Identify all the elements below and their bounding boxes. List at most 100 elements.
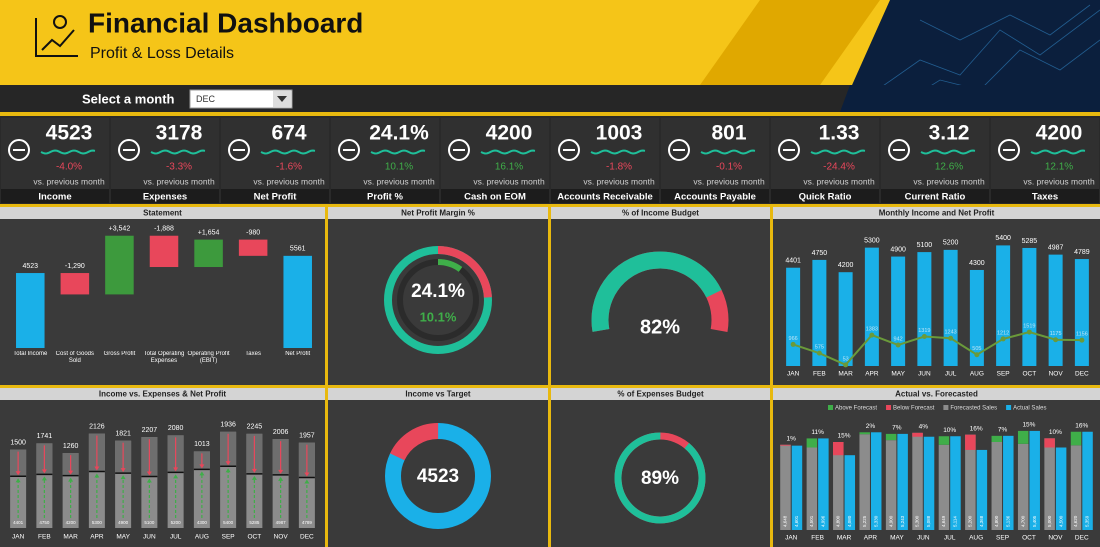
data-label: 2126	[89, 423, 105, 430]
bar-value-label: 4,080	[847, 515, 852, 527]
kpi-value: 1003	[596, 122, 643, 145]
x-tick-label: JUN	[917, 535, 930, 542]
variance-label: 10%	[1049, 429, 1062, 436]
dropdown-arrow[interactable]	[277, 96, 287, 102]
line-label: 966	[789, 336, 798, 342]
x-tick-label: SEP	[222, 534, 235, 541]
category-label: Gross Profit	[103, 351, 136, 357]
month-dropdown[interactable]: DEC	[189, 89, 293, 109]
data-label: -1,290	[65, 263, 85, 270]
dropdown-value[interactable]: DEC	[196, 94, 216, 104]
line-label: 1519	[1023, 324, 1035, 330]
dropdown-box[interactable]	[189, 89, 293, 109]
bar-value-label: 4,601	[794, 515, 799, 527]
category-label-box: Gross Profit	[103, 351, 136, 357]
panel-title: Monthly Income and Net Profit	[879, 209, 995, 218]
x-tick-label: MAR	[63, 534, 78, 541]
legend-swatch	[886, 405, 892, 410]
header-image	[840, 0, 1100, 112]
bar-value-label: 4,800	[994, 515, 999, 527]
x-tick-label: OCT	[248, 534, 262, 541]
gauge-arc	[591, 251, 729, 389]
bar-value-label: 5400	[223, 520, 234, 525]
kpi-change: -1.8%	[606, 162, 632, 173]
data-label: 1821	[115, 431, 131, 438]
x-tick-label: JUN	[918, 371, 931, 378]
variance-label: 15%	[838, 433, 851, 440]
dashboard-subtitle: Profit & Loss Details	[90, 45, 234, 62]
category-label: Cost of Goods Sold	[55, 351, 95, 364]
panel-title: Actual vs. Forecasted	[895, 390, 978, 399]
down-arrow-head	[68, 470, 74, 475]
kpi-card	[331, 118, 439, 189]
down-arrow-head	[199, 464, 205, 469]
panel-title: % of Income Budget	[622, 209, 699, 218]
ring-label: 10.1%	[420, 309, 457, 324]
actual-bar	[818, 438, 829, 530]
forecast-bar	[912, 432, 923, 530]
variance-label: 1%	[787, 436, 797, 443]
kpi-label: Net Profit	[254, 192, 298, 203]
kpi-label-strip	[441, 189, 549, 203]
x-tick-label: JUL	[945, 371, 957, 378]
data-label: 5561	[290, 246, 306, 253]
legend-label: Below Forecast	[893, 406, 935, 412]
forecast-bar	[938, 444, 950, 530]
data-label: 1260	[63, 443, 79, 450]
panel-header	[773, 207, 1100, 219]
bar-value-label: 4,368	[979, 515, 984, 527]
variance-cap	[912, 432, 923, 437]
waterfall-bar	[149, 235, 179, 268]
bar-value-label: 4,649	[941, 515, 946, 527]
x-tick-label: APR	[865, 371, 879, 378]
kpi-comparison: vs. previous month	[33, 176, 105, 186]
bar	[891, 256, 906, 366]
bar-value-label: 4987	[276, 520, 287, 525]
kpi-label: Expenses	[143, 192, 187, 203]
kpi-change: 16.1%	[495, 162, 523, 173]
variance-cap	[833, 442, 844, 456]
data-label: 4987	[1048, 244, 1064, 251]
actual-bar	[1029, 430, 1040, 530]
bar-value-label: 4789	[302, 520, 313, 525]
category-label-box: Taxes	[245, 351, 261, 357]
kpi-label: Profit %	[367, 192, 403, 203]
panel-title: Income vs. Expenses & Net Profit	[99, 390, 226, 399]
x-tick-label: NOV	[1048, 535, 1063, 542]
actual-bar	[844, 455, 856, 530]
kpi-trend	[920, 149, 976, 155]
bar	[864, 247, 879, 366]
line-point	[921, 334, 927, 340]
x-tick-label: NOV	[274, 534, 289, 541]
kpi-comparison: vs. previous month	[913, 176, 985, 186]
kpi-icon	[338, 139, 360, 161]
bar	[996, 245, 1011, 366]
waterfall-bar	[238, 239, 268, 256]
down-arrow-head	[304, 472, 310, 477]
forecast-bar	[965, 434, 976, 530]
kpi-card	[991, 118, 1099, 189]
panel	[0, 388, 325, 547]
waterfall-bar	[105, 235, 134, 295]
line-point	[974, 352, 980, 358]
selector-label: Select a month	[82, 91, 175, 106]
bar-value-label: 5,088	[926, 515, 931, 527]
kpi-value: 3.12	[929, 122, 970, 145]
data-label: 2080	[168, 425, 184, 432]
kpi-value: 1.33	[819, 122, 860, 145]
variance-label: 4%	[919, 424, 929, 431]
category-label-box: Operating Profit (EBIT)	[188, 351, 230, 364]
kpi-trend	[590, 149, 646, 155]
category-label-box: Net Profit	[285, 351, 310, 357]
panel-header	[0, 388, 325, 400]
waterfall-bar	[194, 239, 223, 268]
ring-label: 24.1%	[411, 281, 465, 302]
kpi-label-strip	[661, 189, 769, 203]
header-icon	[35, 15, 78, 57]
kpi-icon	[778, 139, 800, 161]
data-label: 2006	[273, 429, 289, 436]
kpi-change: -24.4%	[823, 162, 855, 173]
panel-title: Net Profit Margin %	[401, 209, 475, 218]
up-arrow-head	[278, 476, 284, 481]
x-tick-label: JUL	[170, 534, 182, 541]
